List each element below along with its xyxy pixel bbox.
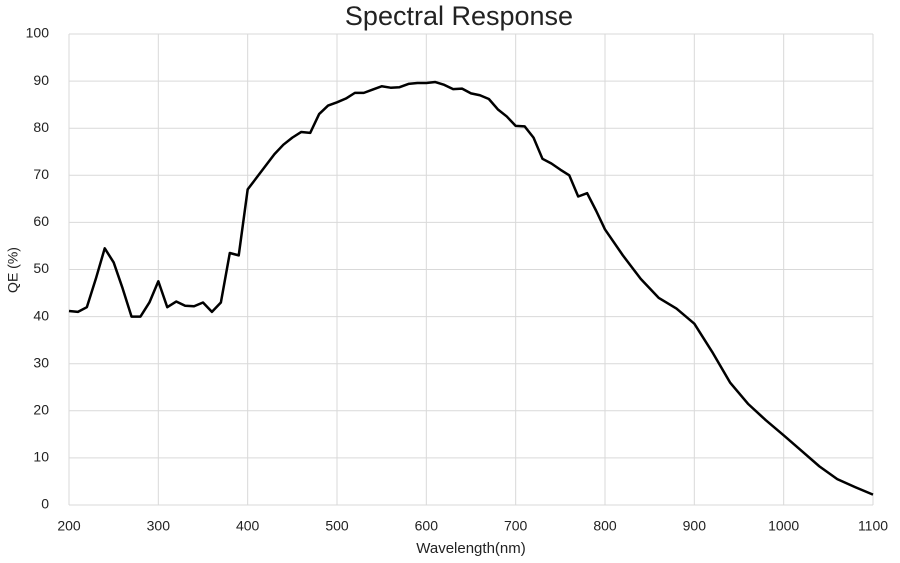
y-tick-label: 90 bbox=[33, 72, 49, 88]
y-tick-label: 20 bbox=[33, 402, 49, 418]
y-tick-label: 100 bbox=[26, 25, 50, 41]
x-tick-label: 600 bbox=[415, 518, 439, 534]
x-tick-label: 500 bbox=[325, 518, 349, 534]
x-tick-label: 800 bbox=[593, 518, 617, 534]
y-tick-label: 60 bbox=[33, 213, 49, 229]
x-tick-label: 400 bbox=[236, 518, 260, 534]
y-tick-label: 80 bbox=[33, 119, 49, 135]
x-tick-label: 1100 bbox=[858, 518, 888, 534]
y-axis-label: QE (%) bbox=[5, 247, 21, 293]
data-line bbox=[68, 80, 874, 496]
x-tick-label: 1000 bbox=[768, 518, 799, 534]
x-tick-label: 900 bbox=[683, 518, 707, 534]
y-tick-label: 70 bbox=[33, 166, 49, 182]
y-tick-label: 10 bbox=[33, 449, 49, 465]
y-tick-label: 50 bbox=[33, 260, 49, 276]
x-tick-label: 200 bbox=[57, 518, 81, 534]
x-tick-label: 300 bbox=[147, 518, 171, 534]
chart-title: Spectral Response bbox=[345, 1, 573, 31]
x-axis-label: Wavelength(nm) bbox=[416, 540, 525, 557]
y-tick-label: 40 bbox=[33, 307, 49, 323]
y-tick-label: 30 bbox=[33, 354, 49, 370]
y-tick-label: 0 bbox=[41, 496, 49, 512]
x-tick-label: 700 bbox=[504, 518, 528, 534]
